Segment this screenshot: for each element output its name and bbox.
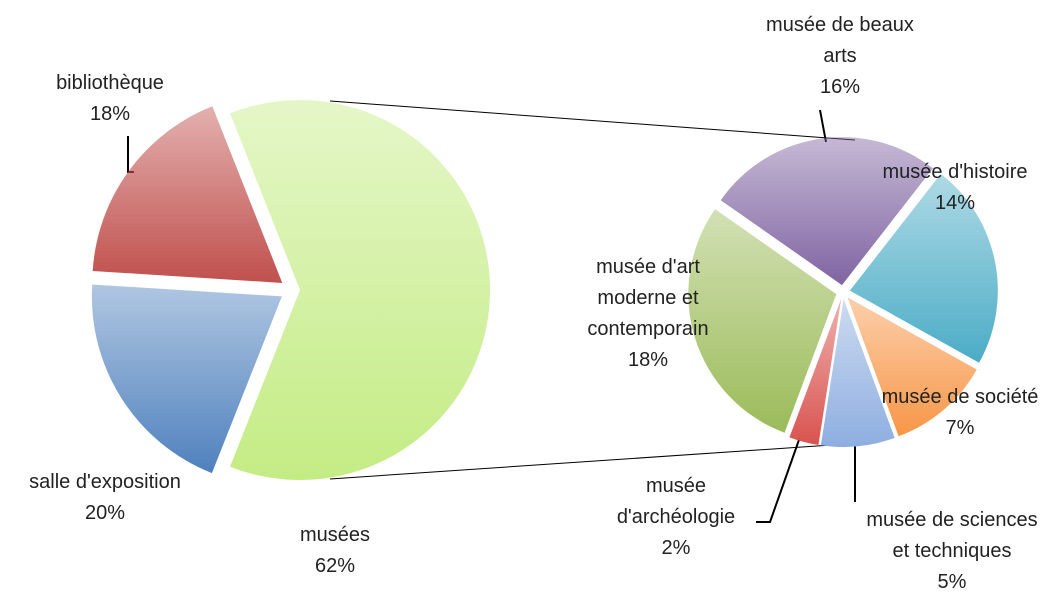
data-label: musée de sciences et techniques 5% xyxy=(860,505,1045,595)
category-label: musée de sciences et techniques xyxy=(866,509,1038,562)
connector-line xyxy=(329,443,847,480)
value-label: 7% xyxy=(945,417,975,439)
connector-line xyxy=(329,100,856,141)
pie-slice xyxy=(91,284,282,474)
category-label: musée d'archéologie xyxy=(616,475,736,528)
value-label: 16% xyxy=(819,76,861,98)
leader-line xyxy=(756,436,801,523)
pie-slice xyxy=(849,173,998,363)
data-label: musée d'archéologie 2% xyxy=(611,471,741,564)
data-label: salle d'exposition 20% xyxy=(0,467,215,529)
value-label: 14% xyxy=(934,192,976,214)
value-label: 62% xyxy=(314,555,356,577)
value-label: 5% xyxy=(937,571,967,593)
pie-slice xyxy=(230,99,490,480)
pie-slice xyxy=(789,298,842,446)
category-label: musée d'art moderne et contemporain xyxy=(587,256,709,340)
value-label: 20% xyxy=(84,502,126,524)
leader-line xyxy=(819,109,827,143)
data-label: bibliothèque 18% xyxy=(0,68,220,130)
category-label: bibliothèque xyxy=(56,72,164,94)
category-label: musées xyxy=(299,524,371,546)
category-label: musée d'histoire xyxy=(882,161,1028,183)
category-label: musée de beaux arts xyxy=(766,14,914,67)
value-label: 18% xyxy=(627,349,669,371)
pie-slice xyxy=(92,106,283,283)
category-label: musée de société xyxy=(881,386,1039,408)
pie-slice xyxy=(688,209,837,433)
data-label: musée de société 7% xyxy=(850,382,1056,444)
data-label: musée d'art moderne et contemporain 18% xyxy=(581,252,716,376)
data-label: musée d'histoire 14% xyxy=(845,157,1056,219)
pie-slice xyxy=(820,298,895,447)
pie-slice xyxy=(720,137,933,286)
value-label: 2% xyxy=(661,537,691,559)
category-label: salle d'exposition xyxy=(29,471,181,493)
value-label: 18% xyxy=(89,103,131,125)
pie-slice xyxy=(847,297,977,437)
data-label: musées 62% xyxy=(225,520,445,582)
data-label: musée de beaux arts 16% xyxy=(755,10,925,103)
